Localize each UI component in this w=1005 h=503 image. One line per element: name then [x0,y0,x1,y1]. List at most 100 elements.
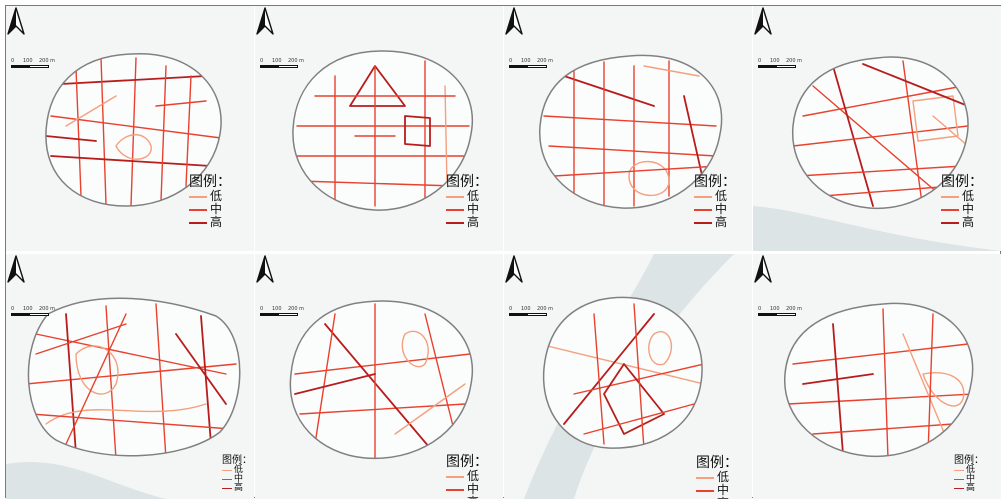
road-network-map [289,300,474,460]
scale-bar-graphic [260,313,298,316]
scale-label: 0 [11,306,15,312]
road-mid [314,313,336,445]
scale-label: 200 m [786,58,803,64]
road-high [563,313,655,425]
legend-item: 中 [696,484,738,497]
road-mid [424,313,456,435]
road-mid [787,393,973,405]
scale-bar: 0 100 200 m [260,58,322,70]
road-mid [882,308,889,457]
road-mid [299,403,466,415]
scale-label: 200 m [288,58,305,64]
road-mid [792,343,969,365]
road-mid [30,413,232,430]
road-low [115,134,152,160]
road-high [404,115,431,147]
legend-swatch [941,221,959,224]
legend-label: 高 [234,483,244,493]
legend-swatch [954,479,964,480]
legend-title: 图例： [446,454,488,470]
road-mid [155,100,207,107]
road-low [932,115,969,147]
legend-label: 高 [962,215,975,229]
scale-bar-graphic [260,65,298,68]
scale-label: 0 [509,306,513,312]
road-mid [822,185,954,197]
scale-label: 100 [770,58,780,64]
study-area-fill [543,297,703,449]
map-legend: 图例：低中高 [694,174,736,229]
legend-label: 高 [467,215,480,229]
road-network-map [45,53,222,207]
scale-label: 200 m [39,306,56,312]
north-arrow-icon [7,7,25,35]
legend-label: 中 [717,483,730,497]
study-area-boundary [792,56,969,210]
north-arrow-icon [256,7,274,35]
road-high [294,373,376,395]
road-low [543,343,703,385]
legend-label: 高 [467,496,479,500]
scale-label: 100 [23,58,33,64]
scale-bar: 0 100 200 m [509,58,571,70]
legend-swatch [189,221,207,224]
scale-bar: 0 100 200 m [758,306,820,318]
scale-label: 0 [758,58,762,64]
road-low [922,372,965,407]
road-mid [28,363,237,385]
legend-swatch [222,479,232,480]
road-mid [543,115,717,127]
scale-bar-graphic [11,65,49,68]
legend-item: 低 [222,466,252,475]
legend-item: 高 [446,496,488,500]
study-area-boundary [27,297,241,457]
study-area-fill [28,298,240,456]
map-panel: 0 100 200 m 图例：低中高 [6,254,254,499]
road-mid [299,180,456,187]
legend-label: 中 [467,482,480,496]
map-panel: 0 100 200 m 图例：低中高 [504,254,752,499]
legend-item: 中 [694,203,736,216]
legend-title: 图例： [694,174,736,190]
road-network-map [292,50,474,211]
study-area-boundary [539,54,723,209]
map-legend: 图例：低中高 [954,455,984,493]
legend-label: 低 [962,189,975,203]
map-panel: 0 100 200 m 图例：低中高 [504,6,752,251]
scale-bar-graphic [758,313,796,316]
road-high [60,75,207,85]
legend-item: 中 [941,203,983,216]
legend-item: 中 [954,475,984,484]
legend-label: 高 [717,497,729,500]
road-mid [548,145,717,157]
legend-swatch [954,488,964,489]
north-arrow-icon [256,255,274,283]
legend-title: 图例： [696,455,738,471]
legend-label: 中 [966,474,976,484]
legend-swatch [696,489,714,492]
map-panel: 0 100 200 m 图例：低中高 [753,254,1001,499]
road-mid [100,57,107,205]
legend-item: 低 [696,471,738,484]
study-area-fill [784,303,973,457]
legend-label: 中 [467,202,480,216]
scale-bar: 0 100 200 m [260,306,322,318]
map-legend: 图例：低中高 [941,174,983,229]
map-legend: 图例：低中高 [222,455,252,493]
scale-bar-graphic [509,65,547,68]
legend-swatch [446,195,464,198]
study-area-fill [539,55,722,209]
road-mid [812,85,954,207]
scale-label: 100 [770,306,780,312]
legend-item: 高 [222,484,252,493]
scale-bar-graphic [758,65,796,68]
legend-item: 中 [446,483,488,496]
road-mid [593,313,605,445]
road-low [628,160,670,197]
legend-item: 中 [446,203,488,216]
legend-item: 低 [446,470,488,483]
road-mid [927,313,934,455]
road-mid [185,75,192,187]
water-area [753,206,1001,251]
scale-label: 200 m [39,58,56,64]
